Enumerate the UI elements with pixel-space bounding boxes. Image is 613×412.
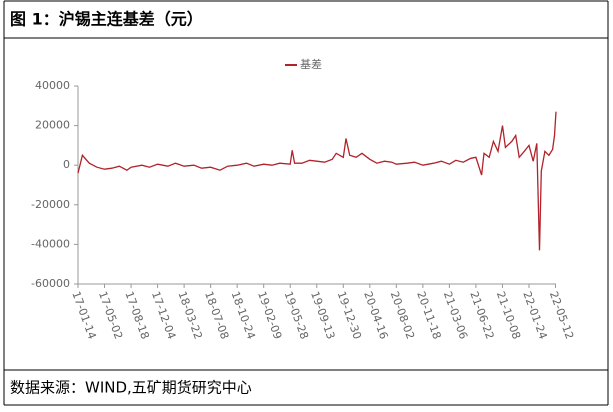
- y-tick-label: 40000: [35, 79, 70, 92]
- title: 图 1：沪锡主连基差（元）: [10, 10, 203, 29]
- y-tick-label: -20000: [31, 198, 70, 211]
- legend-label: 基差: [300, 57, 322, 71]
- y-tick-label: 20000: [35, 119, 70, 132]
- y-tick-label: -60000: [31, 277, 70, 290]
- y-tick-label: 0: [63, 158, 70, 171]
- source: 数据来源：WIND,五矿期货研究中心: [10, 379, 252, 397]
- line: [77, 111, 557, 251]
- y-tick-label: -40000: [31, 237, 70, 250]
